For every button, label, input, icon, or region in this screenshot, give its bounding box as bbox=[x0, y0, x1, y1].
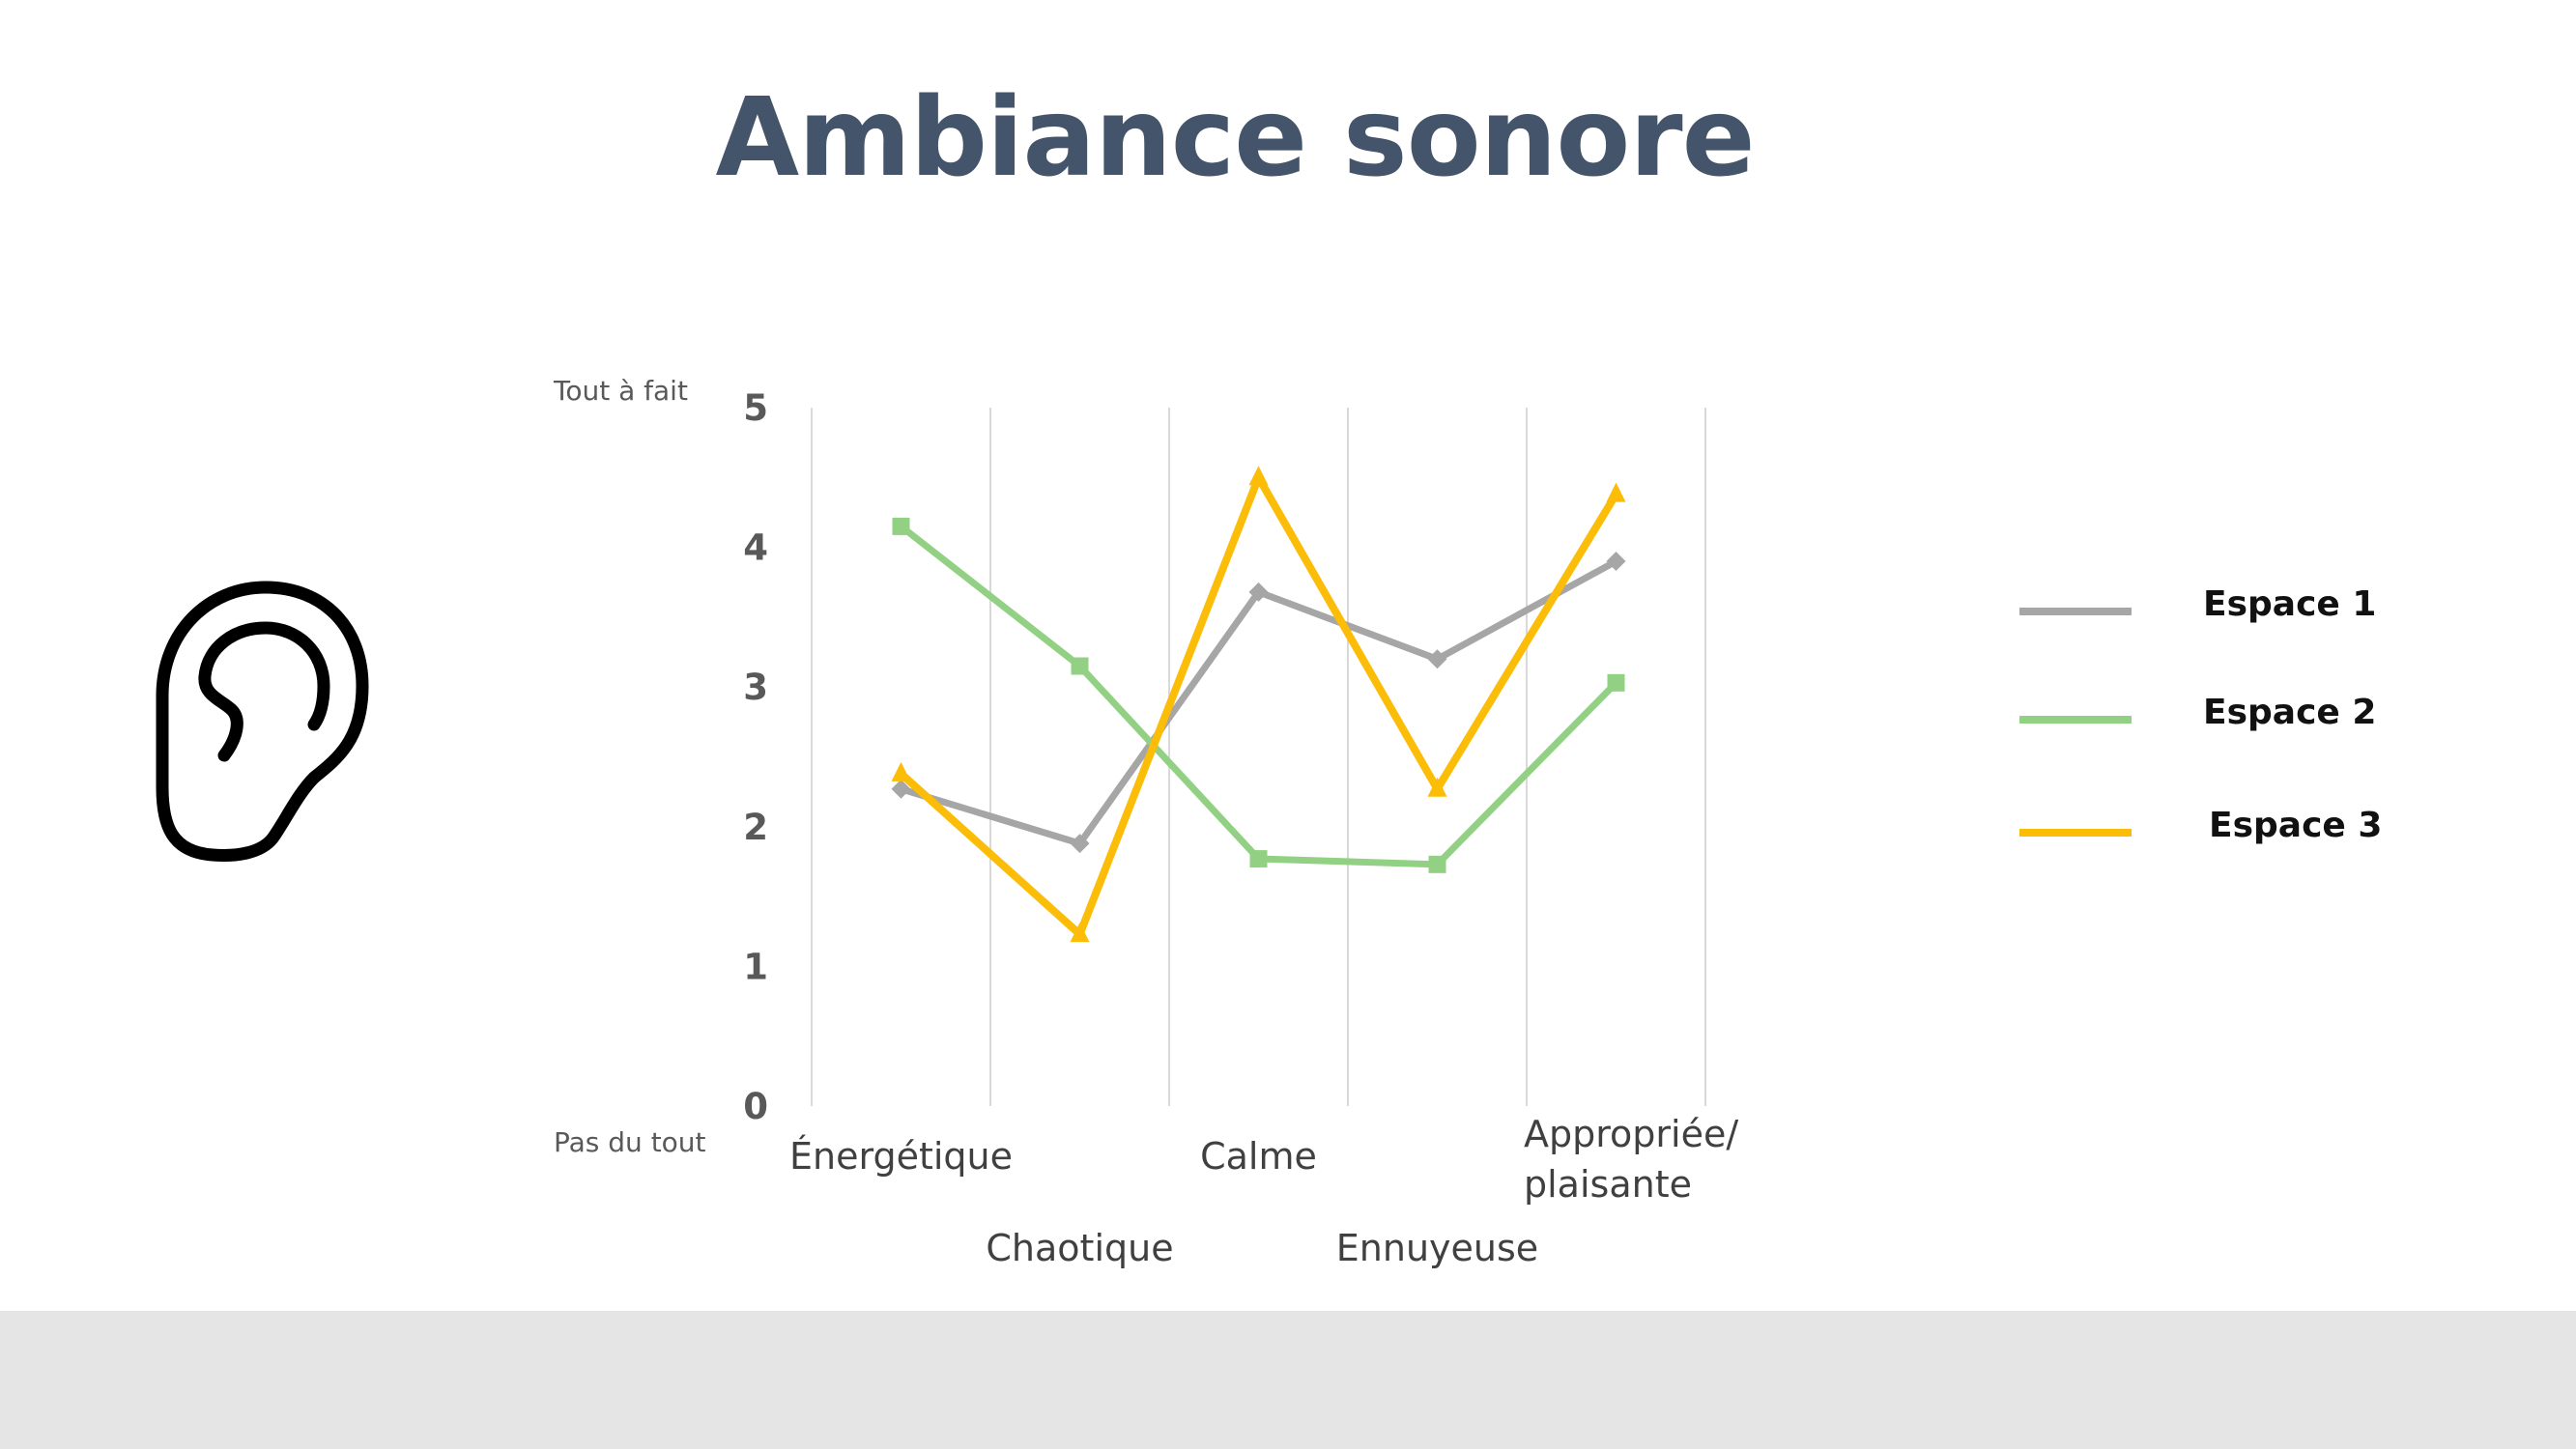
data-point bbox=[1071, 657, 1089, 675]
y-axis-bottom-note: Pas du tout bbox=[554, 1126, 706, 1158]
data-point bbox=[1248, 466, 1269, 486]
x-tick-label: Ennuyeuse bbox=[1336, 1227, 1538, 1269]
y-tick-label: 3 bbox=[743, 667, 768, 708]
line-chart: 0 1 2 3 4 5 Tout à fait Pas du tout Énergétique C… bbox=[553, 375, 2382, 1269]
x-tick-label: Énergétique bbox=[789, 1135, 1013, 1178]
data-point bbox=[891, 779, 911, 799]
x-tick-label: Appropriée/ bbox=[1524, 1113, 1738, 1155]
data-point bbox=[1249, 850, 1268, 868]
y-tick-label: 4 bbox=[743, 527, 768, 569]
series-line-espace-2 bbox=[899, 524, 1618, 868]
data-point bbox=[1428, 855, 1446, 873]
x-tick-label: Chaotique bbox=[986, 1227, 1173, 1269]
y-tick-label: 2 bbox=[743, 807, 768, 848]
x-tick-label: plaisante bbox=[1524, 1163, 1692, 1206]
data-point bbox=[1070, 923, 1090, 943]
ear-icon bbox=[156, 581, 369, 862]
legend-label: Espace 1 bbox=[2203, 584, 2376, 624]
data-point bbox=[1248, 582, 1269, 602]
data-point bbox=[1427, 777, 1447, 797]
data-point bbox=[892, 517, 910, 535]
page-title: Ambiance sonore bbox=[715, 75, 1755, 201]
data-point bbox=[1070, 834, 1090, 854]
series-line-espace-1 bbox=[900, 557, 1618, 848]
legend-label: Espace 3 bbox=[2209, 806, 2382, 845]
legend-label: Espace 2 bbox=[2203, 693, 2376, 732]
y-tick-label: 1 bbox=[743, 946, 768, 987]
data-point bbox=[1607, 673, 1625, 692]
slide bbox=[0, 0, 2576, 1311]
y-tick-label: 5 bbox=[743, 387, 768, 429]
data-point bbox=[1606, 552, 1626, 572]
data-point bbox=[891, 761, 911, 781]
data-point bbox=[1606, 482, 1626, 502]
footer-band bbox=[0, 1311, 2576, 1449]
y-axis-top-note: Tout à fait bbox=[553, 375, 688, 407]
y-tick-label: 0 bbox=[743, 1086, 768, 1127]
data-point bbox=[1427, 649, 1447, 669]
x-tick-label: Calme bbox=[1200, 1135, 1317, 1178]
